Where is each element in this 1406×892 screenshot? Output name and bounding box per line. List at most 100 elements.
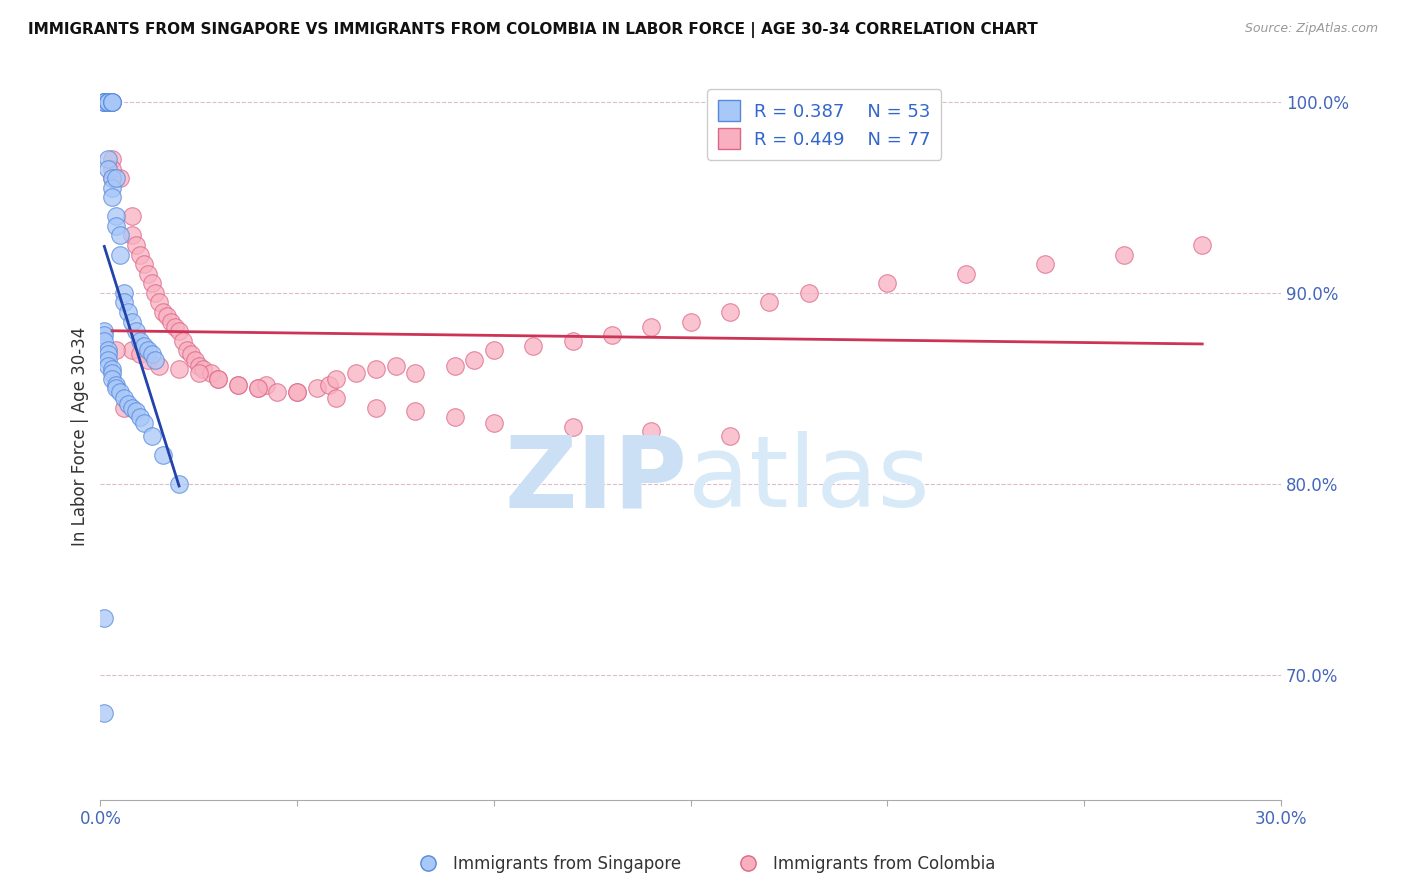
Point xyxy=(105,210,128,224)
Point xyxy=(285,385,308,400)
Point xyxy=(285,385,308,400)
Point xyxy=(93,95,115,109)
Point xyxy=(125,238,148,252)
Point xyxy=(207,372,229,386)
Point xyxy=(112,285,135,300)
Point xyxy=(93,95,115,109)
Point xyxy=(128,410,150,425)
Point xyxy=(101,180,124,194)
Point xyxy=(246,381,269,395)
Point xyxy=(226,377,249,392)
Point xyxy=(200,366,222,380)
Point xyxy=(97,161,120,176)
Text: Source: ZipAtlas.com: Source: ZipAtlas.com xyxy=(1244,22,1378,36)
Point xyxy=(93,334,115,348)
Point xyxy=(112,391,135,405)
Point xyxy=(167,477,190,491)
Point xyxy=(101,366,124,380)
Point xyxy=(101,95,124,109)
Point xyxy=(167,362,190,376)
Point xyxy=(152,305,174,319)
Point xyxy=(101,190,124,204)
Point xyxy=(101,152,124,166)
Point xyxy=(112,295,135,310)
Point xyxy=(136,267,159,281)
Point xyxy=(121,401,143,415)
Point xyxy=(443,410,465,425)
Point xyxy=(758,295,780,310)
Point xyxy=(876,277,898,291)
Point xyxy=(561,419,583,434)
Point xyxy=(482,416,505,430)
Point xyxy=(145,352,167,367)
Point xyxy=(266,385,288,400)
Point xyxy=(93,95,115,109)
Point xyxy=(364,362,387,376)
Point xyxy=(187,366,209,380)
Point xyxy=(121,314,143,328)
Point xyxy=(318,377,340,392)
Point xyxy=(1191,238,1213,252)
Point xyxy=(108,171,131,186)
Point xyxy=(97,152,120,166)
Point xyxy=(101,362,124,376)
Point xyxy=(132,257,155,271)
Point xyxy=(148,359,170,373)
Point xyxy=(718,305,741,319)
Point xyxy=(93,611,115,625)
Point xyxy=(180,347,202,361)
Point xyxy=(191,362,214,376)
Point xyxy=(246,381,269,395)
Point xyxy=(108,247,131,261)
Point xyxy=(105,171,128,186)
Y-axis label: In Labor Force | Age 30-34: In Labor Force | Age 30-34 xyxy=(72,326,89,546)
Point xyxy=(93,706,115,721)
Point xyxy=(384,359,406,373)
Point xyxy=(141,277,163,291)
Point xyxy=(117,397,139,411)
Point xyxy=(101,95,124,109)
Point xyxy=(404,366,426,380)
Point xyxy=(128,334,150,348)
Point xyxy=(1033,257,1056,271)
Legend: R = 0.387    N = 53, R = 0.449    N = 77: R = 0.387 N = 53, R = 0.449 N = 77 xyxy=(707,89,942,160)
Point xyxy=(93,327,115,342)
Point xyxy=(97,95,120,109)
Point xyxy=(482,343,505,358)
Point xyxy=(718,429,741,443)
Point xyxy=(117,305,139,319)
Point xyxy=(101,95,124,109)
Point xyxy=(325,391,347,405)
Point xyxy=(121,343,143,358)
Point xyxy=(344,366,367,380)
Point xyxy=(112,401,135,415)
Point xyxy=(463,352,485,367)
Point xyxy=(160,314,183,328)
Point xyxy=(145,285,167,300)
Point xyxy=(136,352,159,367)
Point xyxy=(187,359,209,373)
Point xyxy=(121,210,143,224)
Point xyxy=(640,320,662,334)
Point xyxy=(105,377,128,392)
Point xyxy=(254,377,277,392)
Point xyxy=(108,385,131,400)
Point xyxy=(105,343,128,358)
Point xyxy=(101,171,124,186)
Point xyxy=(125,324,148,338)
Point xyxy=(97,95,120,109)
Point xyxy=(1112,247,1135,261)
Point xyxy=(561,334,583,348)
Point xyxy=(156,309,179,323)
Point xyxy=(184,352,207,367)
Point xyxy=(172,334,194,348)
Point xyxy=(97,347,120,361)
Point xyxy=(128,247,150,261)
Point xyxy=(600,327,623,342)
Point xyxy=(325,372,347,386)
Point xyxy=(105,381,128,395)
Legend: Immigrants from Singapore, Immigrants from Colombia: Immigrants from Singapore, Immigrants fr… xyxy=(405,848,1001,880)
Point xyxy=(93,324,115,338)
Point xyxy=(132,416,155,430)
Point xyxy=(132,339,155,353)
